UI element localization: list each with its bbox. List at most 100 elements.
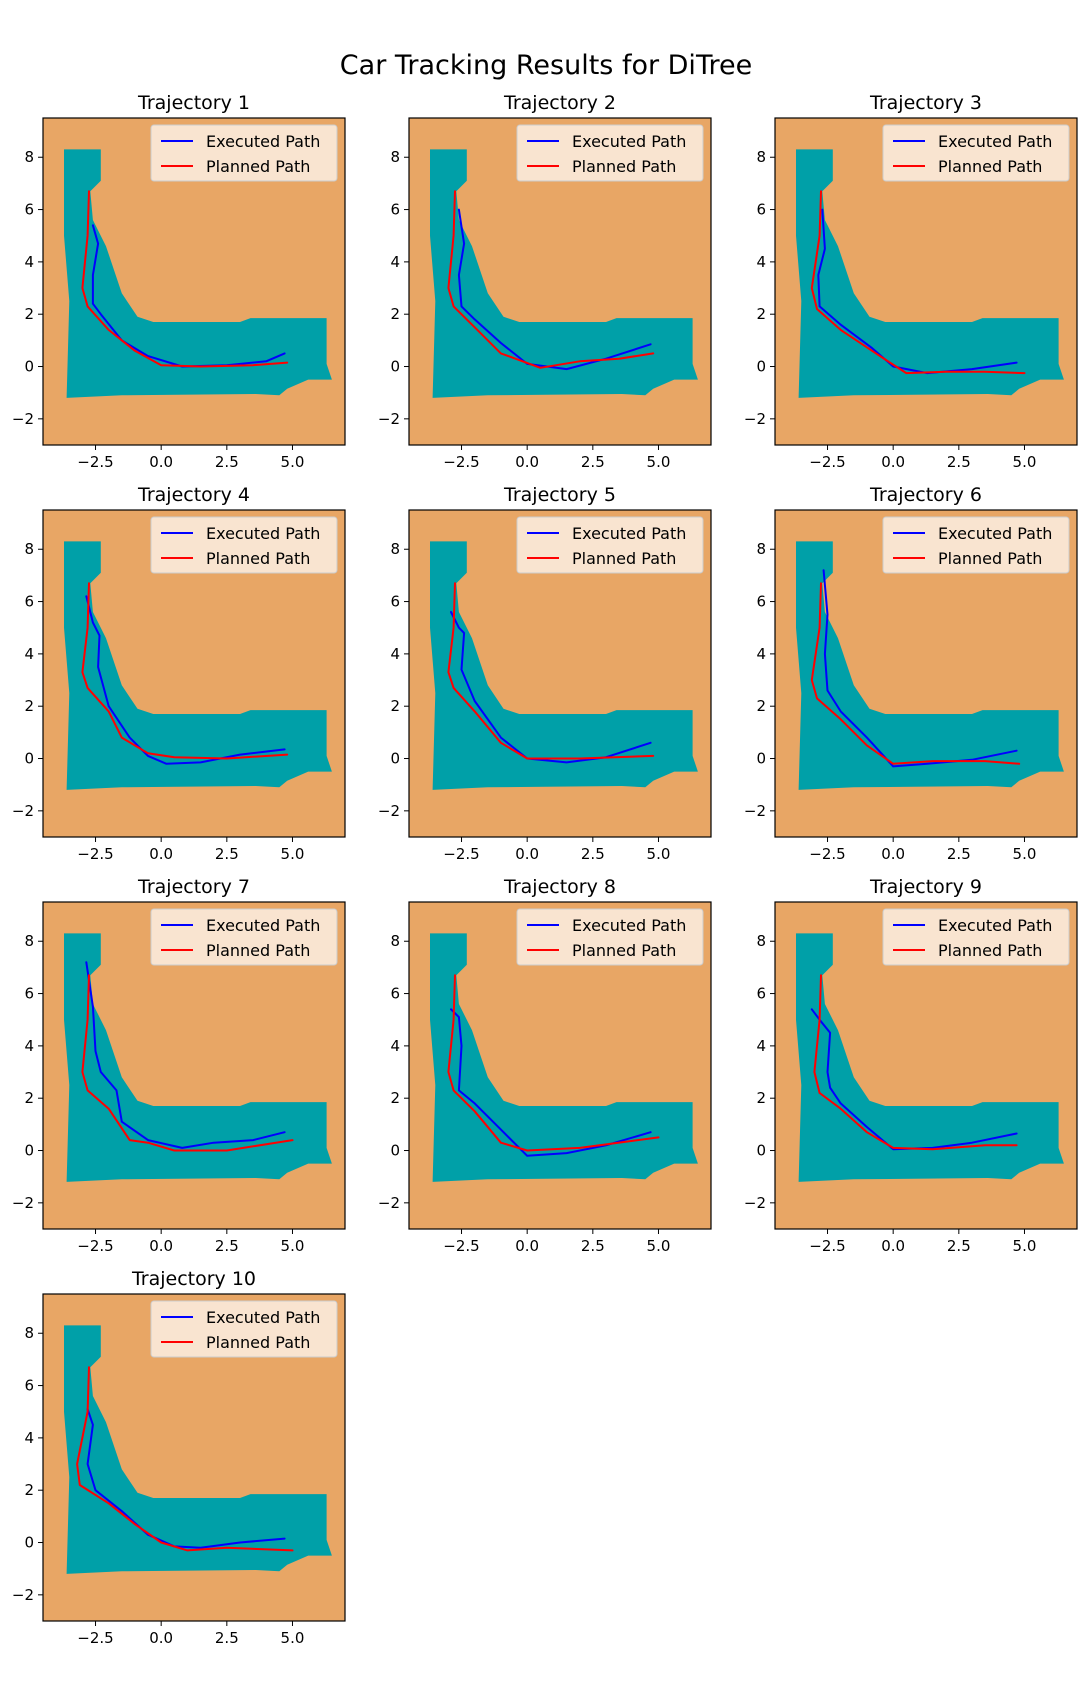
subplot-4-xtick-label: 0.0 <box>149 845 173 863</box>
subplot-4-planned-path-line <box>81 582 289 760</box>
subplot-3-legend-label-executed: Executed Path <box>938 132 1052 151</box>
subplot-4-ytick-label: 6 <box>24 593 34 611</box>
subplot-2-xtick-label: 2.5 <box>581 453 605 471</box>
subplot-1-ytick-label: 4 <box>24 253 34 271</box>
subplot-8: −2.5 0.0 2.5 5.0 −2 0 2 4 6 8 Trajectory 8 Executed… <box>378 876 712 1255</box>
subplot-10: −2.5 0.0 2.5 5.0 −2 0 2 4 6 8 Trajectory 10 Execute… <box>12 1268 346 1647</box>
subplot-10-legend-label-executed: Executed Path <box>206 1308 320 1327</box>
subplot-9-legend: Executed Path Planned Path <box>882 908 1070 966</box>
subplot-7-ytick-label: 8 <box>24 932 34 950</box>
subplot-7-xtick-label: 2.5 <box>215 1237 239 1255</box>
subplot-7-ytick-label: 4 <box>24 1037 34 1055</box>
subplot-3-free-space <box>796 149 1064 398</box>
subplot-5-frame <box>408 509 712 838</box>
subplot-9-free-space <box>796 933 1064 1182</box>
subplot-3-legend-box <box>882 124 1070 182</box>
subplot-5-legend: Executed Path Planned Path <box>516 516 704 574</box>
subplot-7-free-space <box>64 933 332 1182</box>
subplot-9-ytick-label: 6 <box>756 985 766 1003</box>
subplot-10-xtick-label: −2.5 <box>77 1629 113 1647</box>
subplot-4-legend: Executed Path Planned Path <box>150 516 338 574</box>
subplot-10-ytick-label: 6 <box>24 1377 34 1395</box>
subplot-10-ytick-label: −2 <box>12 1586 34 1604</box>
subplot-8-frame <box>408 901 712 1230</box>
subplot-8-legend-label-executed: Executed Path <box>572 916 686 935</box>
subplot-8-xtick-label: 0.0 <box>515 1237 539 1255</box>
subplot-10-xtick-label: 0.0 <box>149 1629 173 1647</box>
subplot-6-ytick-label: −2 <box>744 802 766 820</box>
subplot-8-ytick-label: 0 <box>390 1142 400 1160</box>
subplot-6-free-space <box>796 541 1064 790</box>
subplot-3-legend: Executed Path Planned Path <box>882 124 1070 182</box>
subplot-9-ytick-label: −2 <box>744 1194 766 1212</box>
subplot-8-legend: Executed Path Planned Path <box>516 908 704 966</box>
subplot-2-free-space <box>430 149 698 398</box>
subplot-4-ytick-label: 4 <box>24 645 34 663</box>
subplot-9-ytick-label: 4 <box>756 1037 766 1055</box>
subplot-10-legend: Executed Path Planned Path <box>150 1300 338 1358</box>
subplot-3-frame <box>774 117 1078 446</box>
subplot-10-executed-path-line <box>86 1408 286 1549</box>
subplot-1-title: Trajectory 1 <box>137 92 250 114</box>
subplot-5-xtick-label: −2.5 <box>443 845 479 863</box>
subplot-2-title: Trajectory 2 <box>503 92 616 114</box>
subplot-1-frame <box>42 117 346 446</box>
subplot-10-legend-box <box>150 1300 338 1358</box>
subplot-8-planned-path-line <box>447 974 660 1152</box>
subplot-8-legend-box <box>516 908 704 966</box>
subplot-7: −2.5 0.0 2.5 5.0 −2 0 2 4 6 8 Trajectory 7 Executed… <box>12 876 346 1255</box>
subplot-8-executed-path-line <box>450 1008 652 1157</box>
subplot-7-frame <box>42 901 346 1230</box>
subplot-10-ytick-label: 2 <box>24 1481 34 1499</box>
subplot-6-xtick-label: 5.0 <box>1013 845 1037 863</box>
subplot-7-ytick-label: 0 <box>24 1142 34 1160</box>
subplot-2-xtick-label: 0.0 <box>515 453 539 471</box>
subplot-3-ytick-label: −2 <box>744 410 766 428</box>
subplot-9-planned-path-line <box>813 974 1018 1151</box>
subplot-3-title: Trajectory 3 <box>869 92 982 114</box>
subplot-9-xtick-label: 2.5 <box>947 1237 971 1255</box>
subplot-2-executed-path-line <box>457 208 652 371</box>
subplot-2-frame <box>408 117 712 446</box>
subplot-7-legend-label-planned: Planned Path <box>206 941 310 960</box>
subplot-1-ytick-label: 6 <box>24 201 34 219</box>
subplot-4-ytick-label: 2 <box>24 697 34 715</box>
subplot-10-xtick-label: 5.0 <box>281 1629 305 1647</box>
subplot-3-ytick-label: 4 <box>756 253 766 271</box>
subplot-8-xtick-label: −2.5 <box>443 1237 479 1255</box>
subplot-6: −2.5 0.0 2.5 5.0 −2 0 2 4 6 8 Trajectory 6 Executed… <box>744 484 1078 863</box>
subplot-6-frame <box>774 509 1078 838</box>
subplot-7-xtick-label: 0.0 <box>149 1237 173 1255</box>
subplot-9-xtick-label: −2.5 <box>809 1237 845 1255</box>
subplot-1-legend-label-executed: Executed Path <box>206 132 320 151</box>
subplot-8-title: Trajectory 8 <box>503 876 616 898</box>
subplot-4-ytick-label: 0 <box>24 750 34 768</box>
subplot-3-planned-path-line <box>810 190 1026 375</box>
subplot-4-xtick-label: −2.5 <box>77 845 113 863</box>
subplot-9-ytick-label: 8 <box>756 932 766 950</box>
subplot-7-ytick-label: 2 <box>24 1089 34 1107</box>
subplot-5-executed-path-line <box>450 611 652 764</box>
subplot-3-xtick-label: 2.5 <box>947 453 971 471</box>
subplot-10-free-space <box>64 1325 332 1574</box>
subplot-1-xtick-label: −2.5 <box>77 453 113 471</box>
subplot-6-legend-label-executed: Executed Path <box>938 524 1052 543</box>
subplot-2-ytick-label: 2 <box>390 305 400 323</box>
subplot-5-planned-path-line <box>447 582 655 760</box>
subplot-7-legend: Executed Path Planned Path <box>150 908 338 966</box>
subplot-2-xtick-label: 5.0 <box>647 453 671 471</box>
subplot-10-title: Trajectory 10 <box>131 1268 256 1290</box>
subplot-4: −2.5 0.0 2.5 5.0 −2 0 2 4 6 8 Trajectory 4 Executed… <box>12 484 346 863</box>
subplot-2-legend-label-planned: Planned Path <box>572 157 676 176</box>
subplot-5-ytick-label: −2 <box>378 802 400 820</box>
subplot-8-ytick-label: −2 <box>378 1194 400 1212</box>
subplot-2-ytick-label: −2 <box>378 410 400 428</box>
subplot-4-legend-label-executed: Executed Path <box>206 524 320 543</box>
subplot-1-xtick-label: 2.5 <box>215 453 239 471</box>
subplot-9-legend-label-planned: Planned Path <box>938 941 1042 960</box>
subplot-9-executed-path-line <box>810 1008 1018 1151</box>
subplot-1-xtick-label: 0.0 <box>149 453 173 471</box>
subplot-5-ytick-label: 2 <box>390 697 400 715</box>
subplot-1-ytick-label: 0 <box>24 358 34 376</box>
